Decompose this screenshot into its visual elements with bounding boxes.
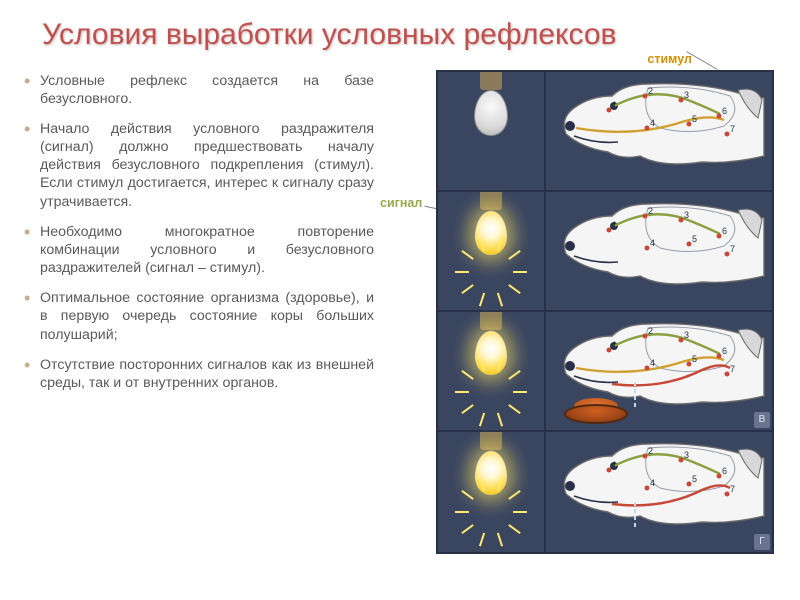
bullets-column: • Условные рефлекс создается на базе без… — [24, 66, 374, 584]
bulb-panel — [438, 312, 546, 430]
svg-text:7: 7 — [730, 364, 735, 374]
dog-head: 1 2 3 4 5 67 — [552, 438, 762, 524]
dog-head: 1 2 3 4 5 67 — [552, 78, 762, 164]
svg-text:6: 6 — [722, 466, 727, 476]
bulb-fixture-icon — [480, 432, 502, 450]
svg-text:2: 2 — [648, 86, 653, 96]
bulb-panel — [438, 192, 546, 310]
bullet-marker-icon: • — [24, 356, 40, 376]
dog-head: 1 2 3 4 5 67 — [552, 198, 762, 284]
svg-text:4: 4 — [650, 238, 655, 248]
bullet-text: Начало действия условного раздражителя (… — [40, 120, 374, 211]
diagram-row: 1 2 3 4 5 67 — [438, 72, 772, 192]
panel-tag: В — [754, 412, 770, 428]
bulb-fixture-icon — [480, 192, 502, 210]
svg-text:3: 3 — [684, 210, 689, 220]
svg-text:1: 1 — [612, 460, 617, 470]
svg-text:5: 5 — [692, 234, 697, 244]
diagram-row: 1 2 3 4 5 67 В — [438, 312, 772, 432]
svg-text:5: 5 — [692, 354, 697, 364]
bullet-marker-icon: • — [24, 120, 40, 140]
svg-text:5: 5 — [692, 114, 697, 124]
svg-text:3: 3 — [684, 450, 689, 460]
bullet-item: • Условные рефлекс создается на базе без… — [24, 72, 374, 108]
bullet-item: • Необходимо многократное повторение ком… — [24, 223, 374, 278]
dog-head: 1 2 3 4 5 67 — [552, 318, 762, 404]
diagram-row: 1 2 3 4 5 67 Г — [438, 432, 772, 552]
content-row: • Условные рефлекс создается на базе без… — [24, 66, 784, 584]
bullet-text: Оптимальное состояние организма (здоровь… — [40, 289, 374, 344]
label-signal: сигнал — [380, 196, 422, 210]
bullet-item: • Оптимальное состояние организма (здоро… — [24, 289, 374, 344]
svg-text:4: 4 — [650, 118, 655, 128]
svg-text:6: 6 — [722, 106, 727, 116]
dog-panel: 1 2 3 4 5 67 — [546, 192, 772, 310]
svg-text:3: 3 — [684, 90, 689, 100]
bullet-marker-icon: • — [24, 72, 40, 92]
bullet-text: Условные рефлекс создается на базе безус… — [40, 72, 374, 108]
bullet-text: Отсутствие посторонних сигналов как из в… — [40, 356, 374, 392]
svg-text:2: 2 — [648, 446, 653, 456]
svg-text:7: 7 — [730, 124, 735, 134]
lightbulb-icon — [474, 90, 508, 136]
diagram-row: 1 2 3 4 5 67 — [438, 192, 772, 312]
diagram-column: стимул сигнал Повторение : сигнал - стим… — [384, 66, 784, 584]
slide-title: Условия выработки условных рефлексов — [24, 18, 784, 52]
svg-text:7: 7 — [730, 244, 735, 254]
svg-text:1: 1 — [612, 340, 617, 350]
svg-text:1: 1 — [612, 220, 617, 230]
svg-text:1: 1 — [612, 100, 617, 110]
bullet-item: • Отсутствие посторонних сигналов как из… — [24, 356, 374, 392]
bulb-fixture-icon — [480, 72, 502, 90]
dog-head-icon: 1 2 3 4 5 67 — [552, 78, 772, 190]
bulb-panel — [438, 432, 546, 552]
svg-text:4: 4 — [650, 358, 655, 368]
bullet-marker-icon: • — [24, 223, 40, 243]
slide: Условия выработки условных рефлексов • У… — [0, 0, 800, 600]
svg-text:3: 3 — [684, 330, 689, 340]
bullet-marker-icon: • — [24, 289, 40, 309]
dog-head-icon: 1 2 3 4 5 67 — [552, 198, 772, 310]
drool-icon — [634, 382, 636, 408]
bullet-text: Необходимо многократное повторение комби… — [40, 223, 374, 278]
lightbulb-icon — [474, 330, 508, 376]
svg-text:6: 6 — [722, 226, 727, 236]
svg-text:2: 2 — [648, 326, 653, 336]
svg-text:6: 6 — [722, 346, 727, 356]
svg-text:5: 5 — [692, 474, 697, 484]
svg-text:4: 4 — [650, 478, 655, 488]
bullet-item: • Начало действия условного раздражителя… — [24, 120, 374, 211]
svg-text:7: 7 — [730, 484, 735, 494]
dog-panel: 1 2 3 4 5 67 — [546, 72, 772, 190]
dog-panel: 1 2 3 4 5 67 Г — [546, 432, 772, 552]
dog-head-icon: 1 2 3 4 5 67 — [552, 438, 772, 550]
drool-icon — [634, 502, 636, 528]
food-dish-icon — [564, 404, 628, 424]
svg-text:2: 2 — [648, 206, 653, 216]
dog-panel: 1 2 3 4 5 67 В — [546, 312, 772, 430]
lightbulb-icon — [474, 210, 508, 256]
label-stimulus: стимул — [647, 52, 692, 66]
diagram-panel-box: 1234567 1234567 — [436, 70, 774, 554]
lightbulb-icon — [474, 450, 508, 496]
bulb-panel — [438, 72, 546, 190]
bulb-fixture-icon — [480, 312, 502, 330]
panel-tag: Г — [754, 534, 770, 550]
